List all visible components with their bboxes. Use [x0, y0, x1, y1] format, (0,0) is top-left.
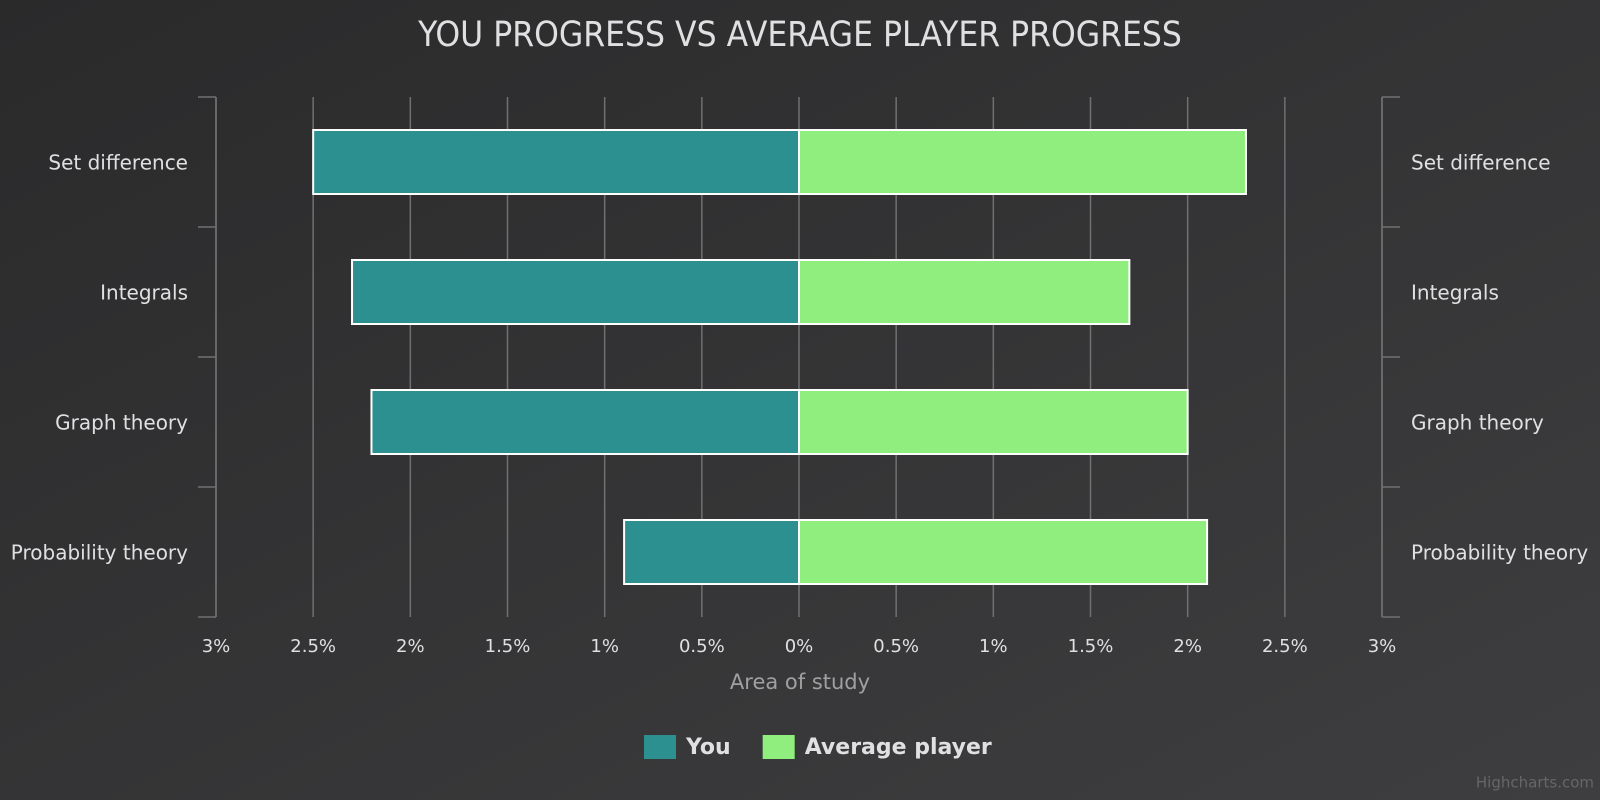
left-category-label: Set difference [48, 151, 188, 175]
x-tick-label: 3% [1368, 636, 1397, 657]
right-category-label: Probability theory [1411, 541, 1588, 565]
bar [798, 129, 1247, 195]
legend-swatch [644, 735, 676, 759]
x-tick-label: 0.5% [873, 636, 919, 657]
left-category-label: Integrals [100, 281, 188, 305]
chart-title: YOU PROGRESS VS AVERAGE PLAYER PROGRESS [417, 15, 1182, 55]
x-tick-label: 1.5% [1068, 636, 1114, 657]
legend-swatch [762, 735, 795, 759]
x-tick-label: 1% [590, 636, 619, 657]
bar [798, 259, 1131, 325]
x-tick-label: 0% [785, 636, 814, 657]
bar [623, 519, 800, 585]
x-tick-label: 0.5% [679, 636, 725, 657]
right-category-label: Set difference [1411, 151, 1551, 175]
left-category-label: Graph theory [55, 411, 188, 435]
bar [798, 389, 1189, 455]
x-tick-label: 1.5% [485, 636, 531, 657]
x-tick-label: 2% [396, 636, 425, 657]
legend-label: You [685, 735, 731, 760]
bar [370, 389, 800, 455]
credits: Highcharts.com [1476, 774, 1594, 792]
left-category-label: Probability theory [11, 541, 188, 565]
x-tick-label: 2% [1173, 636, 1202, 657]
x-tick-label: 3% [202, 636, 231, 657]
x-tick-label: 2.5% [290, 636, 336, 657]
legend-label: Average player [805, 735, 992, 760]
bar [312, 129, 800, 195]
axis-title: Area of study [730, 670, 870, 694]
right-category-label: Integrals [1411, 281, 1499, 305]
bar [798, 519, 1209, 585]
right-category-label: Graph theory [1411, 411, 1544, 435]
bar [351, 259, 800, 325]
x-tick-label: 1% [979, 636, 1008, 657]
x-tick-label: 2.5% [1262, 636, 1308, 657]
